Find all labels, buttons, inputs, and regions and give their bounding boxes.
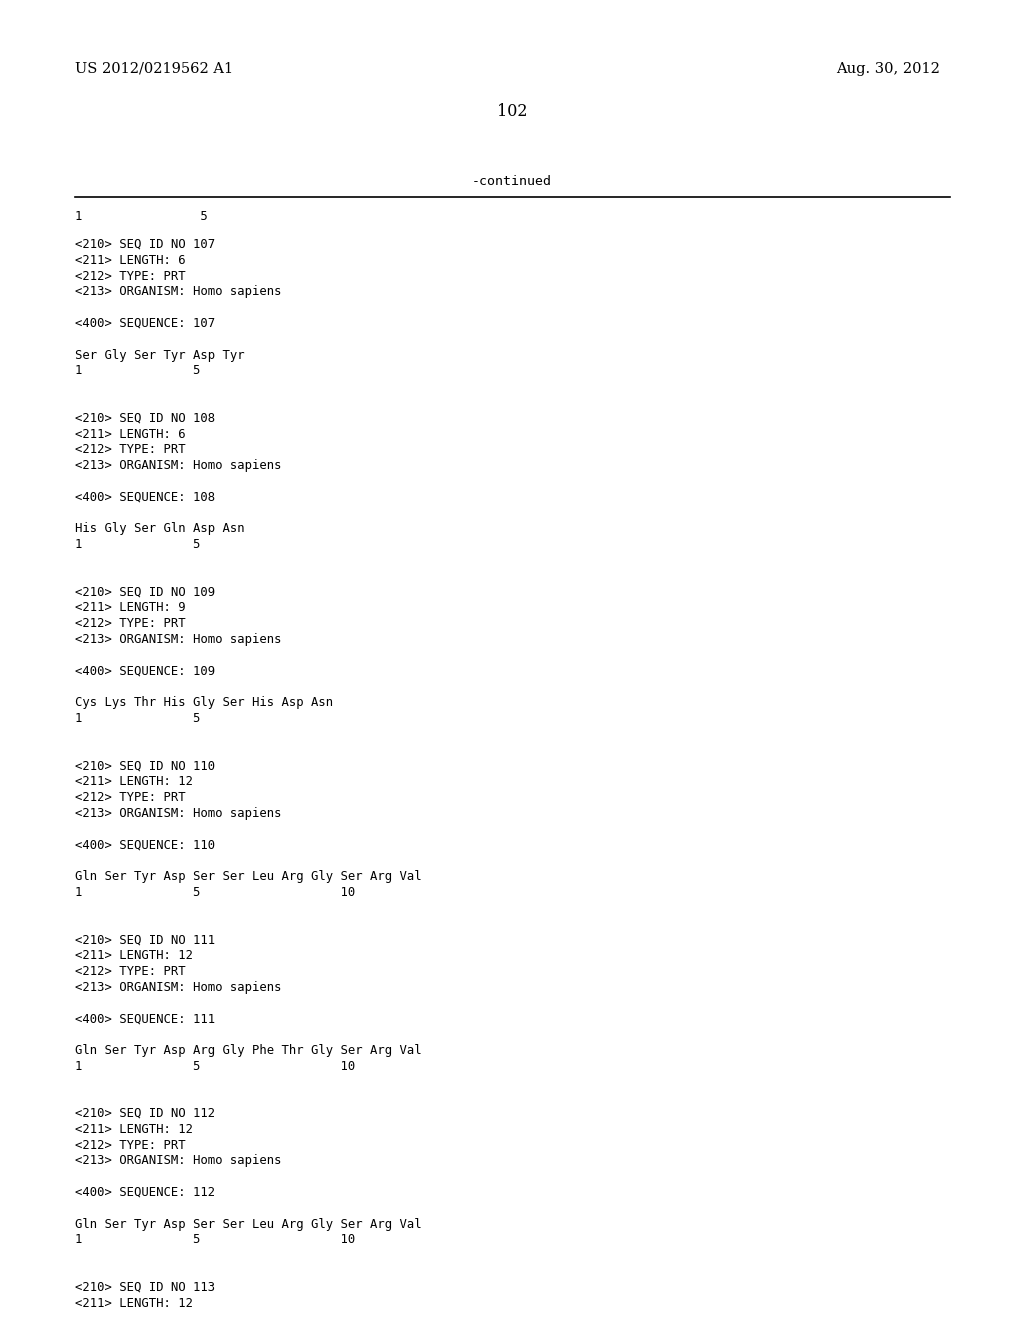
Text: <210> SEQ ID NO 111: <210> SEQ ID NO 111	[75, 933, 215, 946]
Text: <211> LENGTH: 9: <211> LENGTH: 9	[75, 602, 185, 614]
Text: 1               5                   10: 1 5 10	[75, 886, 355, 899]
Text: <210> SEQ ID NO 112: <210> SEQ ID NO 112	[75, 1107, 215, 1119]
Text: Gln Ser Tyr Asp Ser Ser Leu Arg Gly Ser Arg Val: Gln Ser Tyr Asp Ser Ser Leu Arg Gly Ser …	[75, 870, 422, 883]
Text: <210> SEQ ID NO 107: <210> SEQ ID NO 107	[75, 238, 215, 251]
Text: <210> SEQ ID NO 109: <210> SEQ ID NO 109	[75, 586, 215, 598]
Text: <213> ORGANISM: Homo sapiens: <213> ORGANISM: Homo sapiens	[75, 807, 282, 820]
Text: <212> TYPE: PRT: <212> TYPE: PRT	[75, 1139, 185, 1151]
Text: -continued: -continued	[472, 176, 552, 187]
Text: <210> SEQ ID NO 108: <210> SEQ ID NO 108	[75, 412, 215, 425]
Text: US 2012/0219562 A1: US 2012/0219562 A1	[75, 62, 233, 77]
Text: <212> TYPE: PRT: <212> TYPE: PRT	[75, 269, 185, 282]
Text: 1               5: 1 5	[75, 711, 201, 725]
Text: <400> SEQUENCE: 111: <400> SEQUENCE: 111	[75, 1012, 215, 1026]
Text: His Gly Ser Gln Asp Asn: His Gly Ser Gln Asp Asn	[75, 523, 245, 536]
Text: <211> LENGTH: 6: <211> LENGTH: 6	[75, 253, 185, 267]
Text: 102: 102	[497, 103, 527, 120]
Text: 1               5                   10: 1 5 10	[75, 1233, 355, 1246]
Text: <212> TYPE: PRT: <212> TYPE: PRT	[75, 618, 185, 630]
Text: <213> ORGANISM: Homo sapiens: <213> ORGANISM: Homo sapiens	[75, 981, 282, 994]
Text: <400> SEQUENCE: 108: <400> SEQUENCE: 108	[75, 491, 215, 504]
Text: <213> ORGANISM: Homo sapiens: <213> ORGANISM: Homo sapiens	[75, 459, 282, 473]
Text: <211> LENGTH: 12: <211> LENGTH: 12	[75, 1296, 193, 1309]
Text: <213> ORGANISM: Homo sapiens: <213> ORGANISM: Homo sapiens	[75, 285, 282, 298]
Text: <400> SEQUENCE: 107: <400> SEQUENCE: 107	[75, 317, 215, 330]
Text: <212> TYPE: PRT: <212> TYPE: PRT	[75, 791, 185, 804]
Text: <400> SEQUENCE: 109: <400> SEQUENCE: 109	[75, 664, 215, 677]
Text: 1               5                   10: 1 5 10	[75, 1060, 355, 1073]
Text: <210> SEQ ID NO 110: <210> SEQ ID NO 110	[75, 759, 215, 772]
Text: 1               5: 1 5	[75, 539, 201, 552]
Text: <400> SEQUENCE: 110: <400> SEQUENCE: 110	[75, 838, 215, 851]
Text: Ser Gly Ser Tyr Asp Tyr: Ser Gly Ser Tyr Asp Tyr	[75, 348, 245, 362]
Text: <212> TYPE: PRT: <212> TYPE: PRT	[75, 965, 185, 978]
Text: Cys Lys Thr His Gly Ser His Asp Asn: Cys Lys Thr His Gly Ser His Asp Asn	[75, 696, 333, 709]
Text: 1               5: 1 5	[75, 364, 201, 378]
Text: <211> LENGTH: 12: <211> LENGTH: 12	[75, 949, 193, 962]
Text: Gln Ser Tyr Asp Ser Ser Leu Arg Gly Ser Arg Val: Gln Ser Tyr Asp Ser Ser Leu Arg Gly Ser …	[75, 1217, 422, 1230]
Text: Gln Ser Tyr Asp Arg Gly Phe Thr Gly Ser Arg Val: Gln Ser Tyr Asp Arg Gly Phe Thr Gly Ser …	[75, 1044, 422, 1057]
Text: <212> TYPE: PRT: <212> TYPE: PRT	[75, 444, 185, 457]
Text: 1                5: 1 5	[75, 210, 208, 223]
Text: <213> ORGANISM: Homo sapiens: <213> ORGANISM: Homo sapiens	[75, 1155, 282, 1167]
Text: <211> LENGTH: 12: <211> LENGTH: 12	[75, 775, 193, 788]
Text: Aug. 30, 2012: Aug. 30, 2012	[837, 62, 940, 77]
Text: <210> SEQ ID NO 113: <210> SEQ ID NO 113	[75, 1280, 215, 1294]
Text: <211> LENGTH: 12: <211> LENGTH: 12	[75, 1123, 193, 1135]
Text: <213> ORGANISM: Homo sapiens: <213> ORGANISM: Homo sapiens	[75, 634, 282, 645]
Text: <400> SEQUENCE: 112: <400> SEQUENCE: 112	[75, 1185, 215, 1199]
Text: <211> LENGTH: 6: <211> LENGTH: 6	[75, 428, 185, 441]
